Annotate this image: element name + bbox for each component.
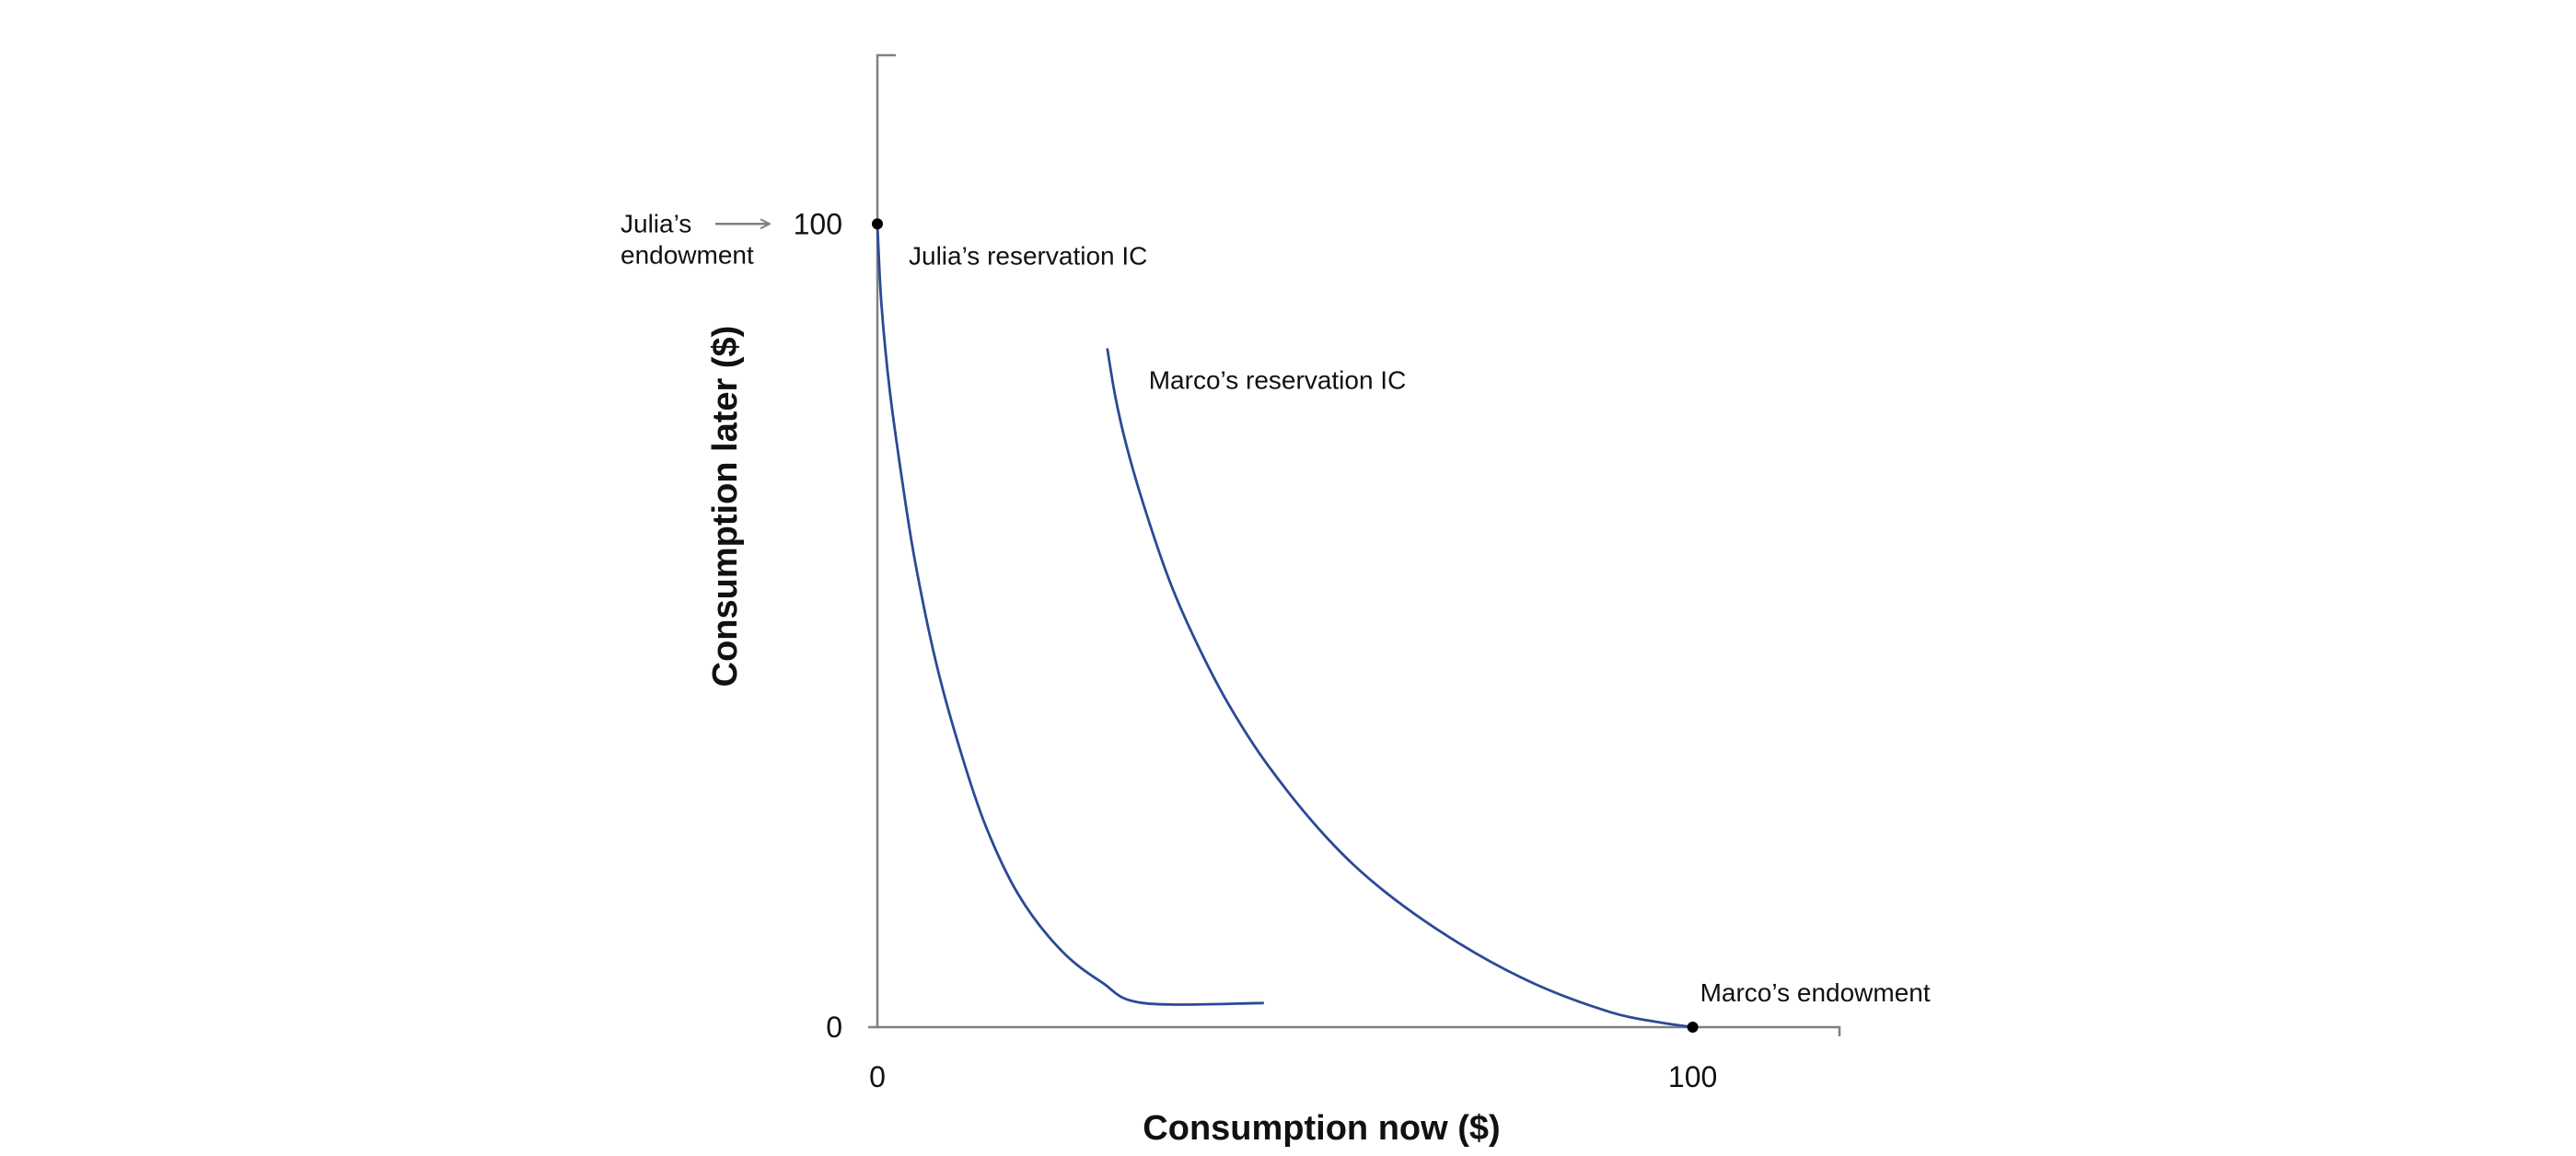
julia-endowment-label-line-2: endowment (621, 240, 754, 269)
y-axis-line (868, 53, 896, 1029)
x-tick-label-0: 0 (869, 1060, 886, 1093)
julia-ic-label: Julia’s reservation IC (909, 241, 1147, 270)
y-axis-title: Consumption later ($) (706, 326, 745, 688)
curves (876, 224, 1693, 1029)
julia-endowment-point (872, 218, 883, 230)
marco-endowment-point (1687, 1022, 1699, 1033)
julia-endowment-label: Julia’s endowment (621, 209, 754, 269)
annotations: Julia’s reservation IC Marco’s reservati… (621, 209, 1931, 1007)
endowment-markers (872, 218, 1699, 1033)
julia-reservation-ic-curve (876, 224, 1264, 1006)
marco-endowment-label: Marco’s endowment (1700, 978, 1931, 1007)
julia-endowment-label-line-1: Julia’s (621, 209, 691, 237)
marco-reservation-ic-curve (1106, 348, 1693, 1029)
y-tick-label-100: 100 (794, 207, 842, 240)
y-tick-label-0: 0 (826, 1011, 842, 1044)
marco-ic-label: Marco’s reservation IC (1149, 366, 1407, 395)
x-tick-label-100: 100 (1668, 1060, 1717, 1093)
axes (868, 53, 1841, 1036)
x-axis-title: Consumption now ($) (1143, 1109, 1500, 1148)
tick-labels: 0 100 0 100 (794, 207, 1718, 1093)
x-axis-line (877, 1025, 1841, 1036)
